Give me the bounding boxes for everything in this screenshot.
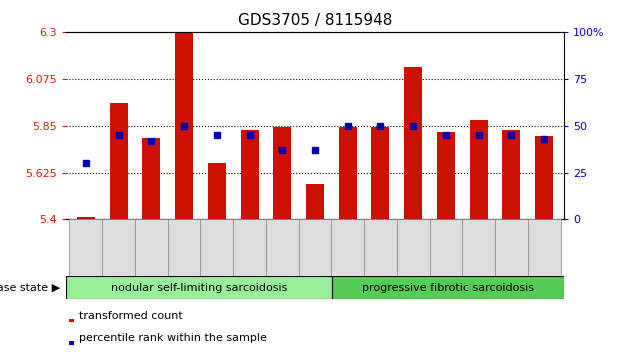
Bar	[299, 219, 331, 276]
Bar	[364, 219, 397, 276]
Bar	[66, 276, 331, 299]
Text: disease state ▶: disease state ▶	[0, 282, 60, 293]
Bar	[241, 130, 258, 219]
Bar	[306, 184, 324, 219]
Bar	[102, 219, 135, 276]
Bar	[437, 132, 455, 219]
Bar	[208, 163, 226, 219]
Bar	[331, 219, 364, 276]
Bar	[142, 138, 160, 219]
Bar	[372, 127, 389, 219]
Bar	[69, 341, 74, 345]
Bar	[495, 219, 528, 276]
Bar	[200, 219, 233, 276]
Bar	[69, 319, 74, 322]
Bar	[503, 130, 520, 219]
Title: GDS3705 / 8115948: GDS3705 / 8115948	[238, 13, 392, 28]
Bar	[175, 32, 193, 219]
Bar	[77, 217, 94, 219]
Text: nodular self-limiting sarcoidosis: nodular self-limiting sarcoidosis	[111, 282, 287, 293]
Bar	[528, 219, 561, 276]
Bar	[430, 219, 462, 276]
Bar	[110, 103, 127, 219]
Text: percentile rank within the sample: percentile rank within the sample	[79, 332, 266, 343]
Bar	[135, 219, 168, 276]
Bar	[404, 67, 422, 219]
Bar	[536, 136, 553, 219]
Bar	[266, 219, 299, 276]
Bar	[462, 219, 495, 276]
Bar	[470, 120, 488, 219]
Text: transformed count: transformed count	[79, 311, 183, 321]
Bar	[69, 219, 102, 276]
Bar	[233, 219, 266, 276]
Bar	[397, 219, 430, 276]
Text: progressive fibrotic sarcoidosis: progressive fibrotic sarcoidosis	[362, 282, 534, 293]
Bar	[331, 276, 564, 299]
Bar	[339, 127, 357, 219]
Bar	[273, 127, 291, 219]
Bar	[168, 219, 200, 276]
